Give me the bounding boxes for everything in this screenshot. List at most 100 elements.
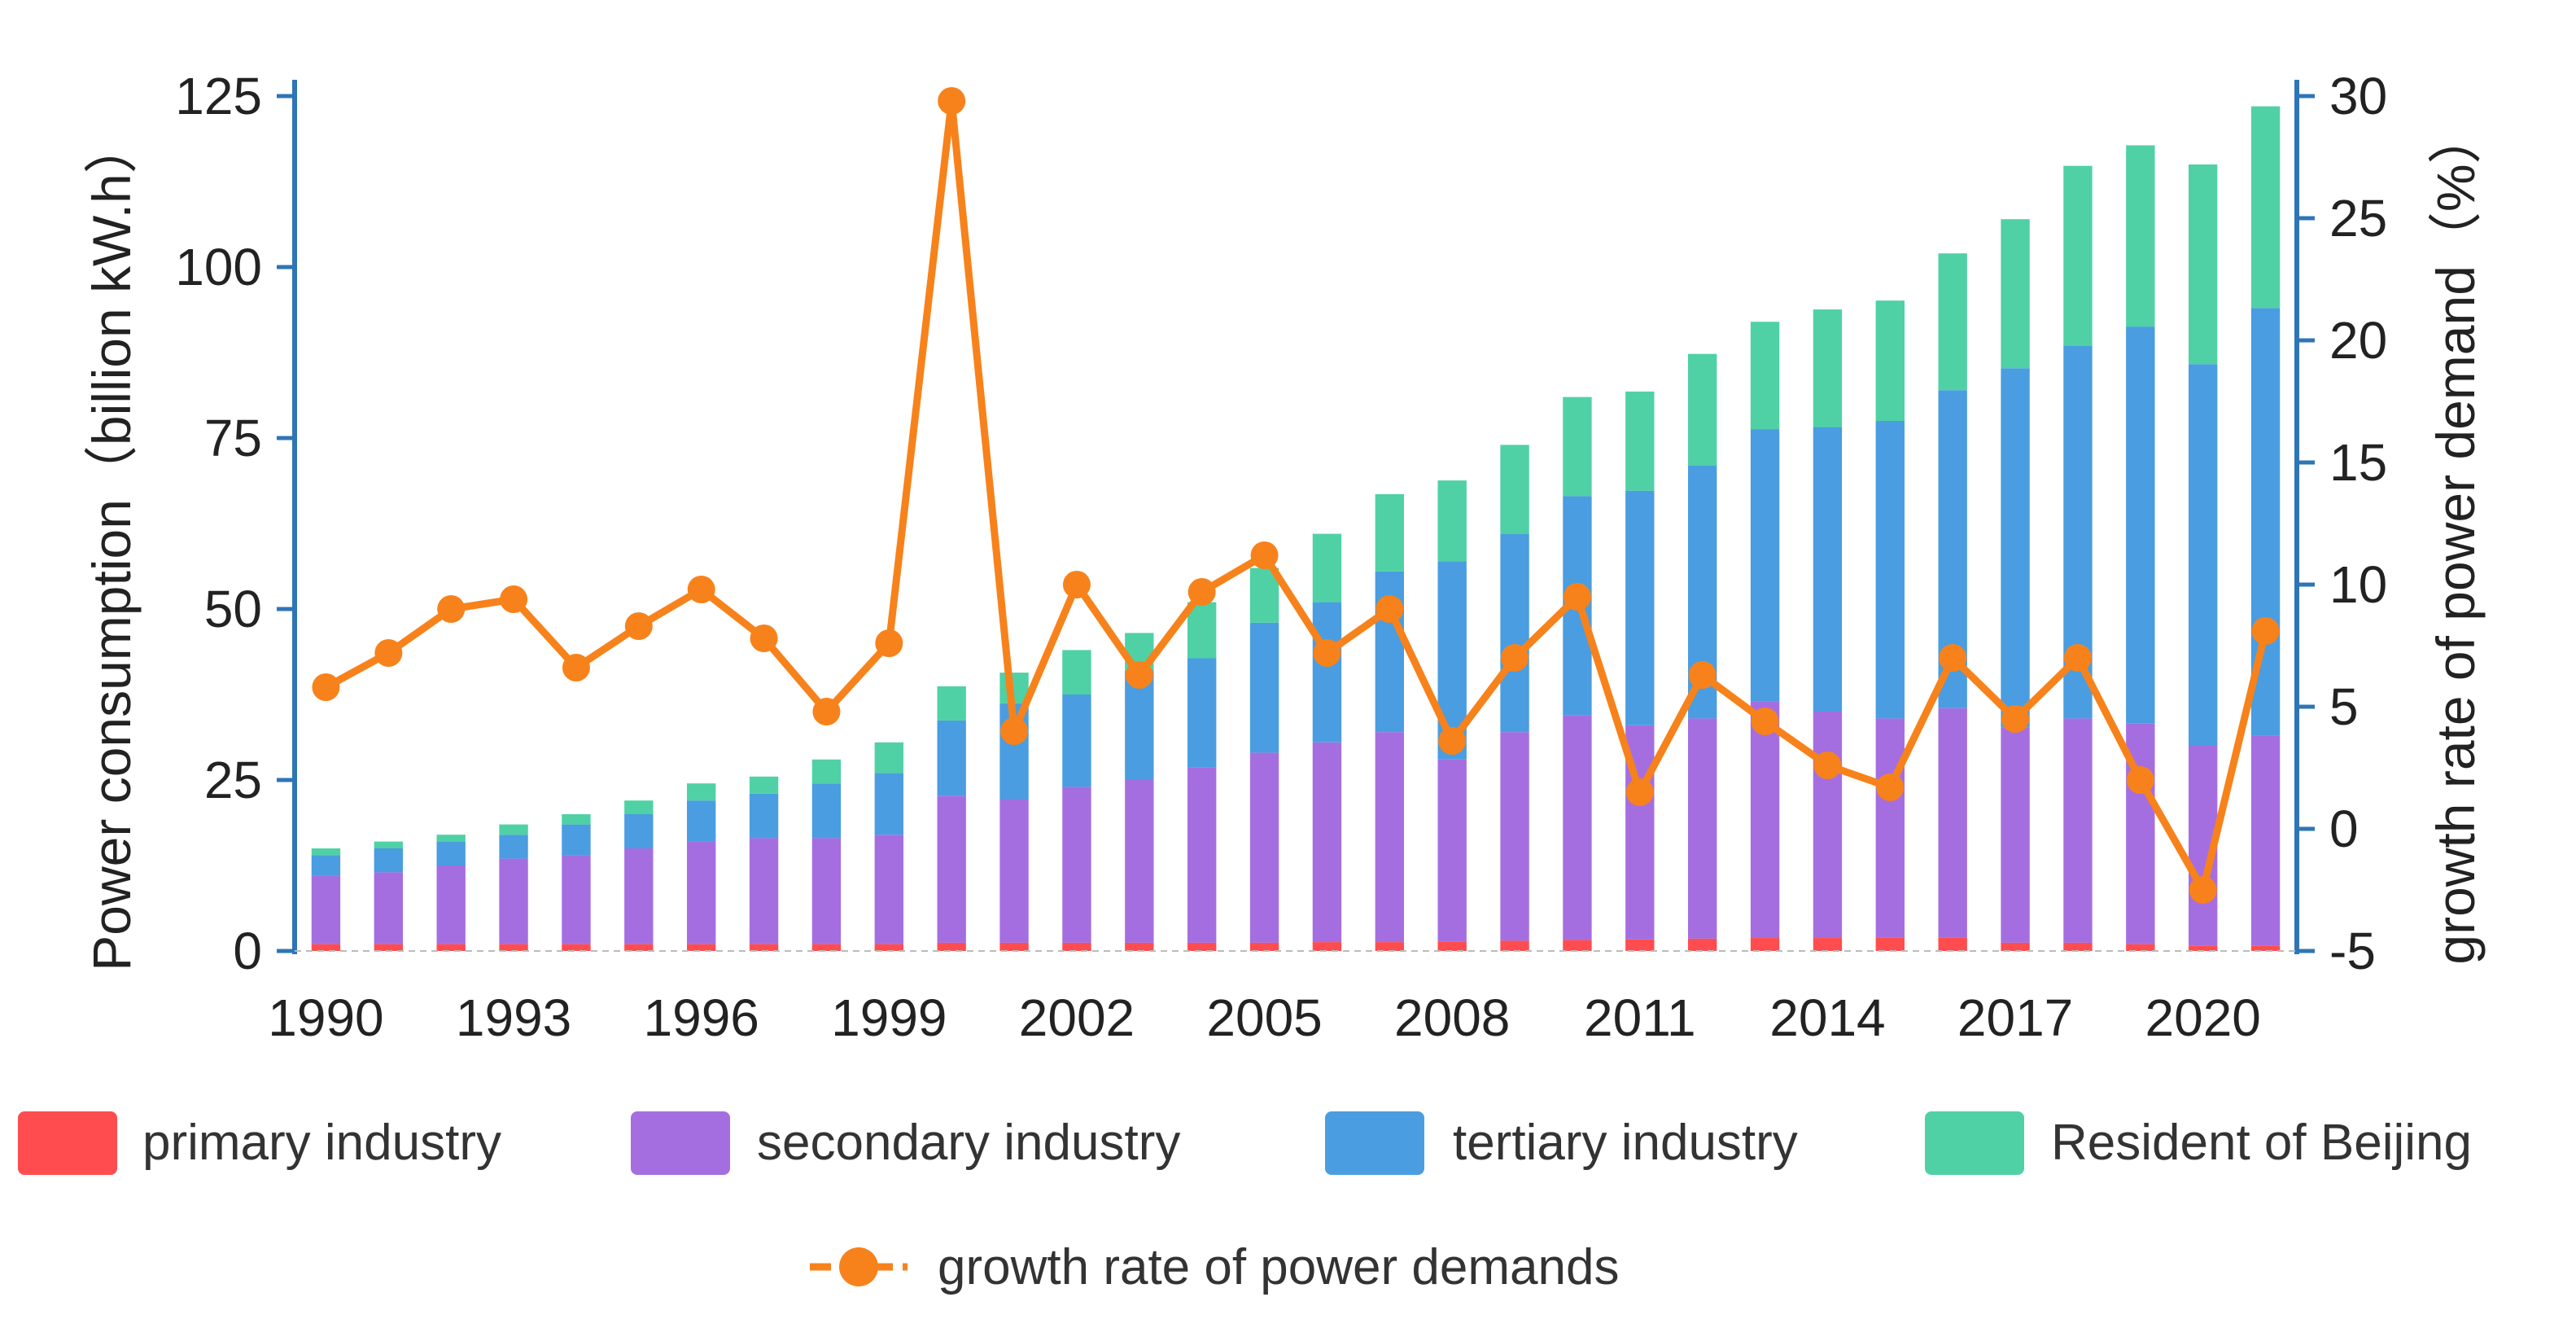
right-y-tick-label: -5 [2329, 922, 2376, 980]
bar-tertiary-industry-1993 [499, 835, 528, 859]
legend-item-growth-rate: growth rate of power demands [810, 1239, 1619, 1295]
growth-rate-point-2003 [1125, 661, 1153, 689]
bar-secondary-industry-2017 [2001, 727, 2030, 943]
bar-stack-1992 [436, 835, 466, 951]
bar-primary-industry-2019 [2126, 944, 2155, 951]
legend-item-resident-of-beijing: Resident of Beijing [1925, 1111, 2472, 1175]
x-tick-label: 2020 [2145, 988, 2261, 1047]
legend-label-tertiary-industry: tertiary industry [1453, 1115, 1798, 1171]
bar-secondary-industry-2014 [1813, 712, 1843, 939]
bar-primary-industry-1994 [562, 944, 591, 951]
bar-secondary-industry-2000 [937, 795, 966, 943]
bar-secondary-industry-1991 [374, 872, 403, 944]
bar-primary-industry-2017 [2001, 942, 2030, 951]
bar-primary-industry-1990 [311, 944, 341, 951]
right-y-axis-ticks: -5 0 5 10 15 20 25 30 [2297, 67, 2387, 980]
right-y-tick-label: 25 [2329, 189, 2387, 248]
x-tick-label: 2002 [1019, 988, 1135, 1047]
bar-stack-2009 [1500, 445, 1529, 951]
bar-tertiary-industry-2013 [1750, 429, 1780, 702]
growth-rate-point-2012 [1688, 661, 1717, 689]
bar-tertiary-industry-2014 [1813, 427, 1843, 712]
x-tick-label: 1990 [268, 988, 383, 1047]
bar-resident-of-beijing-1998 [811, 759, 842, 784]
bar-primary-industry-2021 [2250, 945, 2281, 951]
left-y-axis-ticks: 0 25 50 75 100 125 [175, 67, 295, 980]
bar-primary-industry-2000 [937, 942, 966, 951]
growth-rate-point-2008 [1438, 727, 1467, 755]
bar-stack-2008 [1437, 480, 1467, 951]
bar-primary-industry-2014 [1813, 938, 1843, 951]
bar-tertiary-industry-2005 [1249, 622, 1279, 753]
growth-rate-point-2010 [1563, 583, 1591, 611]
bar-primary-industry-2001 [999, 942, 1029, 951]
growth-rate-point-2013 [1751, 708, 1779, 735]
bar-secondary-industry-2002 [1062, 787, 1091, 943]
legend-item-primary-industry: primary industry [18, 1111, 501, 1175]
bar-secondary-industry-1994 [562, 855, 591, 944]
growth-rate-point-1998 [812, 698, 841, 725]
bar-tertiary-industry-1999 [874, 773, 903, 835]
bar-secondary-industry-1996 [687, 841, 716, 944]
bar-secondary-industry-1990 [311, 875, 341, 944]
growth-rate-point-2016 [1939, 644, 1967, 672]
bar-tertiary-industry-2006 [1312, 602, 1342, 743]
bar-stack-1998 [811, 759, 842, 951]
bar-resident-of-beijing-1991 [374, 841, 403, 848]
left-y-tick-label: 75 [204, 409, 262, 467]
bar-primary-industry-2006 [1312, 942, 1342, 951]
growth-rate-point-2011 [1625, 778, 1654, 806]
growth-rate-point-1995 [624, 612, 653, 640]
bar-secondary-industry-2015 [1875, 718, 1905, 938]
growth-rate-point-2020 [2189, 876, 2217, 904]
legend-marker-growth-rate [839, 1247, 878, 1286]
growth-rate-point-2000 [938, 87, 966, 115]
bar-resident-of-beijing-2014 [1813, 309, 1843, 427]
bar-stack-1999 [874, 742, 903, 951]
bar-tertiary-industry-1996 [687, 800, 716, 842]
bar-primary-industry-2013 [1750, 938, 1780, 951]
bar-stack-1996 [687, 783, 716, 951]
bar-resident-of-beijing-1999 [874, 742, 903, 773]
legend-swatch-secondary-industry [631, 1111, 730, 1175]
legend-item-tertiary-industry: tertiary industry [1325, 1111, 1798, 1175]
bar-secondary-industry-2007 [1375, 732, 1404, 943]
legend-label-primary-industry: primary industry [142, 1115, 501, 1171]
right-y-tick-label: 5 [2329, 677, 2359, 736]
bar-resident-of-beijing-2000 [937, 686, 966, 721]
bar-stack-2019 [2126, 145, 2155, 951]
bar-secondary-industry-2008 [1437, 759, 1467, 942]
bar-stack-1997 [749, 776, 779, 951]
left-y-tick-label: 125 [175, 67, 262, 125]
left-y-tick-label: 100 [175, 238, 262, 296]
bar-primary-industry-1991 [374, 944, 403, 951]
bar-stack-2000 [937, 686, 966, 951]
bar-resident-of-beijing-1995 [624, 800, 654, 814]
bar-stack-2016 [1938, 253, 1967, 951]
bar-primary-industry-2009 [1500, 940, 1529, 951]
bar-tertiary-industry-2020 [2189, 364, 2218, 746]
x-tick-label: 2014 [1769, 988, 1885, 1047]
bar-primary-industry-2003 [1125, 942, 1154, 951]
bar-secondary-industry-2005 [1249, 752, 1279, 943]
legend-label-resident-of-beijing: Resident of Beijing [2051, 1115, 2472, 1171]
bar-secondary-industry-2021 [2250, 735, 2281, 946]
bar-tertiary-industry-2011 [1625, 490, 1655, 725]
growth-rate-point-2007 [1375, 595, 1404, 623]
bar-stack-2010 [1563, 397, 1592, 951]
bar-resident-of-beijing-2006 [1312, 533, 1342, 603]
bar-tertiary-industry-2004 [1187, 658, 1217, 768]
x-tick-label: 2005 [1206, 988, 1322, 1047]
bar-secondary-industry-1997 [749, 838, 779, 944]
bar-resident-of-beijing-2002 [1062, 650, 1091, 695]
bar-resident-of-beijing-2005 [1249, 567, 1279, 623]
bar-primary-industry-1995 [624, 944, 654, 951]
growth-rate-point-2006 [1313, 639, 1341, 667]
bar-primary-industry-2008 [1437, 941, 1467, 951]
bar-resident-of-beijing-2017 [2001, 219, 2030, 369]
bar-stack-2018 [2063, 165, 2093, 951]
bar-stack-2004 [1187, 602, 1217, 951]
bar-stack-2012 [1688, 353, 1717, 951]
growth-rate-point-2019 [2126, 766, 2154, 794]
bar-tertiary-industry-1991 [374, 848, 403, 873]
